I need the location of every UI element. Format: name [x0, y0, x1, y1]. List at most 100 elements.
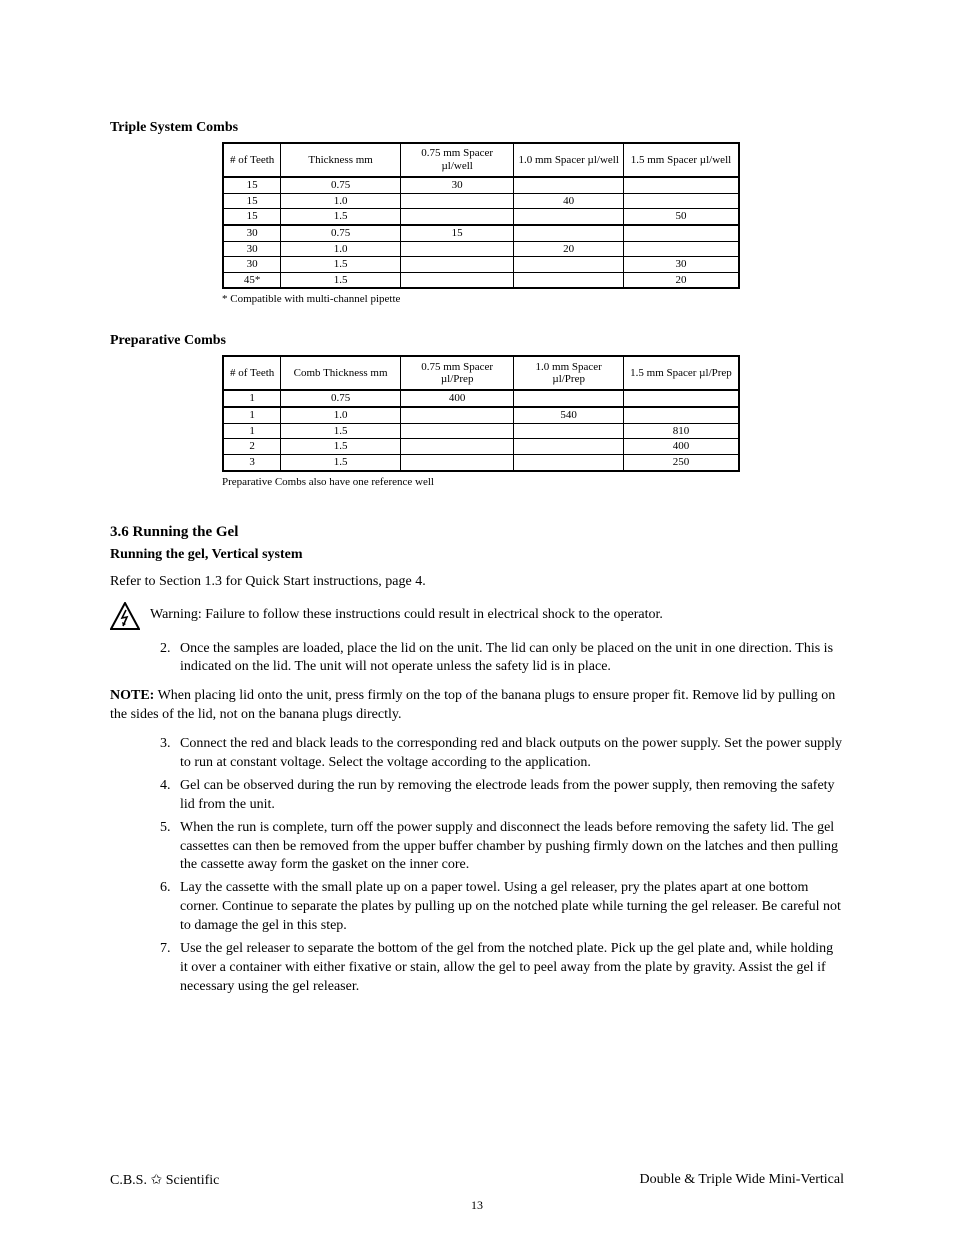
col-075: 0.75 mm Spacer µl/well [400, 143, 514, 177]
table1-title: Triple System Combs [110, 120, 844, 136]
footer-right: Double & Triple Wide Mini-Vertical [640, 1172, 845, 1189]
c [623, 225, 739, 241]
table1-footnote: * Compatible with multi-channel pipette [222, 293, 844, 305]
c [400, 193, 514, 209]
c: 1.5 [281, 272, 401, 288]
c: 0.75 [281, 390, 401, 407]
footer-left-b: Scientific [162, 1173, 219, 1188]
triple-combs-table: # of Teeth Thickness mm 0.75 mm Spacer µ… [222, 142, 740, 289]
c: 400 [623, 439, 739, 455]
star-icon: ✩ [150, 1173, 162, 1188]
col-10: 1.0 mm Spacer µl/well [514, 143, 624, 177]
col-thickness: Thickness mm [281, 143, 401, 177]
step-item: Lay the cassette with the small plate up… [174, 879, 844, 936]
c: 1.0 [281, 407, 401, 423]
warning-icon [110, 602, 140, 630]
c: 540 [514, 407, 624, 423]
table-row: 300.7515 [223, 225, 739, 241]
c: 45* [223, 272, 281, 288]
warning-text: Warning: Failure to follow these instruc… [150, 606, 663, 625]
c: 30 [223, 241, 281, 257]
h: 1.5 mm Spacer µl/well [631, 154, 731, 166]
note-text: When placing lid onto the unit, press fi… [110, 688, 835, 722]
c: 810 [623, 423, 739, 439]
section-subtitle: Running the gel, Vertical system [110, 547, 844, 563]
c [400, 272, 514, 288]
h: 1.5 mm Spacer µl/Prep [630, 367, 732, 379]
c: 1 [223, 390, 281, 407]
c [514, 209, 624, 225]
page-footer: C.B.S. ✩ Scientific Double & Triple Wide… [0, 1172, 954, 1189]
h: 1.0 mm Spacer µl/well [518, 154, 618, 166]
c: 15 [400, 225, 514, 241]
c: 1.5 [281, 423, 401, 439]
page-number: 13 [0, 1198, 954, 1213]
step-item: Use the gel releaser to separate the bot… [174, 940, 844, 997]
c: 400 [400, 390, 514, 407]
c: 1.5 [281, 209, 401, 225]
h: 0.75 mm Spacer µl/well [421, 147, 493, 172]
col-10: 1.0 mm Spacer µl/Prep [514, 356, 624, 390]
c: 15 [223, 177, 281, 193]
c: 1.5 [281, 257, 401, 273]
c [623, 407, 739, 423]
c [623, 193, 739, 209]
c: 1.5 [281, 455, 401, 471]
col-teeth: # of Teeth [223, 356, 281, 390]
c [400, 439, 514, 455]
table2-footnote: Preparative Combs also have one referenc… [222, 476, 844, 488]
h: Comb Thickness mm [294, 367, 388, 379]
table-row: 11.0540 [223, 407, 739, 423]
table-row: 11.5 810 [223, 423, 739, 439]
col-thickness: Comb Thickness mm [281, 356, 401, 390]
c: 1.0 [281, 193, 401, 209]
table-row: 21.5 400 [223, 439, 739, 455]
step-item: Connect the red and black leads to the c… [174, 735, 844, 773]
c [400, 455, 514, 471]
col-teeth: # of Teeth [223, 143, 281, 177]
table-header: # of Teeth Comb Thickness mm 0.75 mm Spa… [223, 356, 739, 390]
c: 15 [223, 209, 281, 225]
c: 1 [223, 423, 281, 439]
c [514, 272, 624, 288]
c: 0.75 [281, 177, 401, 193]
footer-left: C.B.S. ✩ Scientific [110, 1172, 219, 1189]
table-row: 151.5 50 [223, 209, 739, 225]
step-item: Once the samples are loaded, place the l… [174, 640, 844, 678]
note-label: NOTE: [110, 688, 154, 703]
c: 20 [514, 241, 624, 257]
c [623, 241, 739, 257]
c: 30 [400, 177, 514, 193]
c: 30 [623, 257, 739, 273]
c: 40 [514, 193, 624, 209]
table-row: 45*1.5 20 [223, 272, 739, 288]
c: 30 [223, 225, 281, 241]
c: 20 [623, 272, 739, 288]
table-row: 301.530 [223, 257, 739, 273]
c [514, 439, 624, 455]
c [623, 177, 739, 193]
table-header: # of Teeth Thickness mm 0.75 mm Spacer µ… [223, 143, 739, 177]
c [400, 257, 514, 273]
c [514, 390, 624, 407]
table-row: 10.75400 [223, 390, 739, 407]
col-15: 1.5 mm Spacer µl/Prep [623, 356, 739, 390]
h: # of Teeth [230, 367, 274, 379]
steps-list-2: Connect the red and black leads to the c… [110, 735, 844, 997]
h: # of Teeth [230, 154, 274, 166]
c: 1.5 [281, 439, 401, 455]
c: 250 [623, 455, 739, 471]
c [400, 241, 514, 257]
c: 0.75 [281, 225, 401, 241]
section-title: 3.6 Running the Gel [110, 524, 844, 541]
c: 2 [223, 439, 281, 455]
table-row: 151.040 [223, 193, 739, 209]
c: 30 [223, 257, 281, 273]
c [400, 407, 514, 423]
h: 0.75 mm Spacer µl/Prep [421, 361, 493, 386]
footer-left-a: C.B.S. [110, 1173, 150, 1188]
col-15: 1.5 mm Spacer µl/well [623, 143, 739, 177]
c: 3 [223, 455, 281, 471]
table-row: 150.7530 [223, 177, 739, 193]
c: 50 [623, 209, 739, 225]
